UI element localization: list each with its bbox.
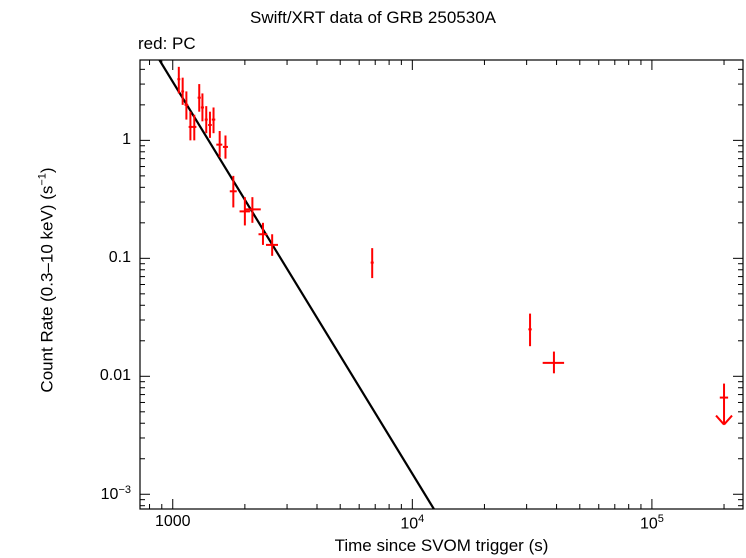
data-point <box>200 93 204 122</box>
x-axis-label: Time since SVOM trigger (s) <box>334 536 549 555</box>
x-tick-label-exponent: 5 <box>657 513 664 525</box>
y-tick-label-text: 1 <box>122 131 131 149</box>
x-tick-label-text: 10 <box>639 515 658 533</box>
y-tick-label-text: 0.1 <box>108 249 131 267</box>
upper-limit-head-right <box>723 414 733 426</box>
x-tick-label-text: 10 <box>400 515 419 533</box>
data-point <box>542 351 565 374</box>
series-note: red: PC <box>138 34 196 53</box>
x-tick-label-text: 1000 <box>154 513 191 530</box>
y-axis-label-exponent: −1 <box>36 173 49 186</box>
data-point <box>528 313 532 347</box>
data-point <box>229 175 237 208</box>
x-tick-label: 105 <box>640 513 664 533</box>
data-point <box>177 66 181 94</box>
upper-limit-head-left <box>715 414 725 426</box>
y-axis-label-text: Count Rate (0.3–10 keV) (s <box>37 185 57 393</box>
y-tick-label: 0.1 <box>109 249 131 267</box>
y-tick-label: 1 <box>122 131 131 149</box>
data-point <box>184 91 189 120</box>
data-point <box>211 107 216 134</box>
model-fit-line <box>158 60 435 509</box>
data-point <box>370 248 374 279</box>
y-axis-label: Count Rate (0.3–10 keV) (s−1) <box>37 167 58 392</box>
data-point <box>208 111 212 138</box>
chart-title: Swift/XRT data of GRB 250530A <box>249 8 496 27</box>
data-point <box>239 197 250 226</box>
data-point <box>204 106 208 134</box>
data-point <box>181 77 185 105</box>
y-tick-label-text: 0.01 <box>99 367 131 385</box>
data-point <box>188 111 193 141</box>
data-point <box>265 234 279 256</box>
data-point <box>244 197 261 223</box>
x-tick-label: 104 <box>400 513 424 533</box>
data-point <box>216 131 223 158</box>
y-tick-label-text: 10 <box>100 486 119 504</box>
plot-frame <box>139 59 744 510</box>
upper-limit-arrow <box>715 383 733 426</box>
data-point <box>222 135 228 159</box>
x-tick-label: 1000 <box>155 513 191 531</box>
data-point <box>197 84 201 112</box>
y-tick-label: 10−3 <box>101 484 131 504</box>
data-point <box>258 222 268 245</box>
y-tick-label: 0.01 <box>100 367 131 385</box>
y-axis-label-close: ) <box>37 167 57 174</box>
x-tick-label-exponent: 4 <box>418 513 425 525</box>
data-point <box>192 114 197 141</box>
y-tick-label-exponent: −3 <box>118 484 131 497</box>
